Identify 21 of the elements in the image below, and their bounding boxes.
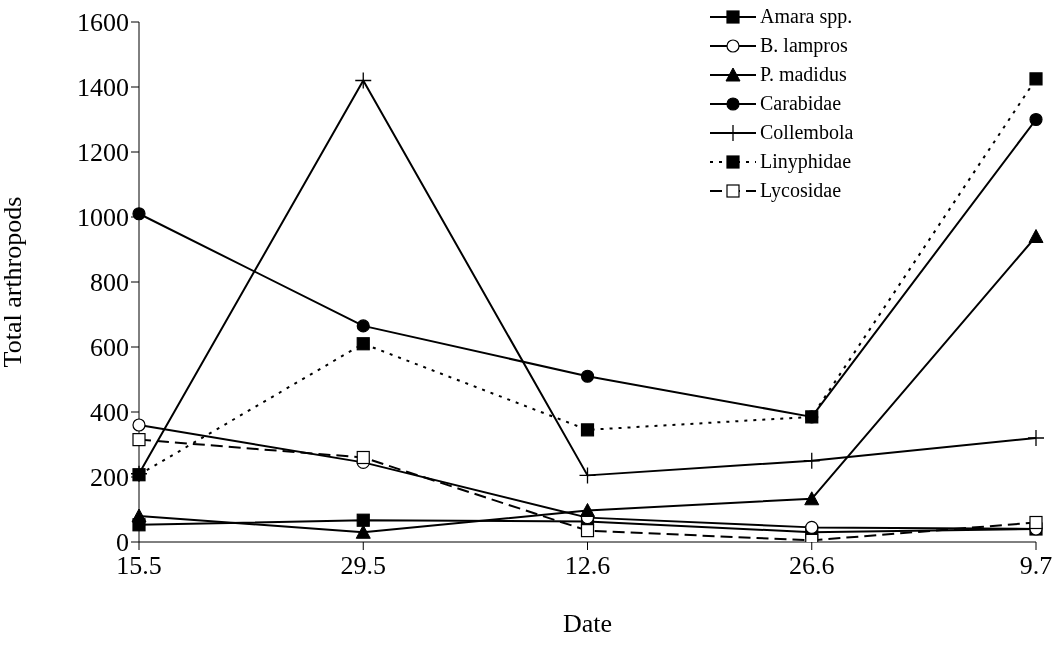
y-tick-label: 600 (90, 333, 129, 363)
legend-label: Carabidae (760, 92, 842, 115)
y-tick-label: 1400 (77, 73, 129, 103)
x-tick-label: 9.7 (1019, 551, 1053, 581)
legend-label: Collembola (760, 121, 854, 144)
y-tick-label: 800 (90, 268, 129, 298)
x-tick-label: 12.6 (564, 551, 611, 581)
legend-label: P. madidus (760, 63, 847, 86)
y-tick-label: 1600 (77, 8, 129, 38)
y-axis-title: Total arthropods (0, 196, 28, 368)
x-tick-label: 29.5 (340, 551, 386, 581)
y-tick-label: 200 (90, 463, 129, 493)
legend-label: Amara spp. (760, 5, 853, 28)
legend-label: B. lampros (760, 34, 848, 57)
legend-label: Linyphidae (760, 150, 852, 173)
x-tick-label: 26.6 (789, 551, 835, 581)
x-axis-title: Date (562, 609, 613, 638)
legend-label: Lycosidae (760, 179, 842, 202)
y-tick-label: 400 (90, 398, 129, 428)
y-tick-label: 1000 (77, 203, 129, 233)
y-tick-label: 1200 (77, 138, 129, 168)
